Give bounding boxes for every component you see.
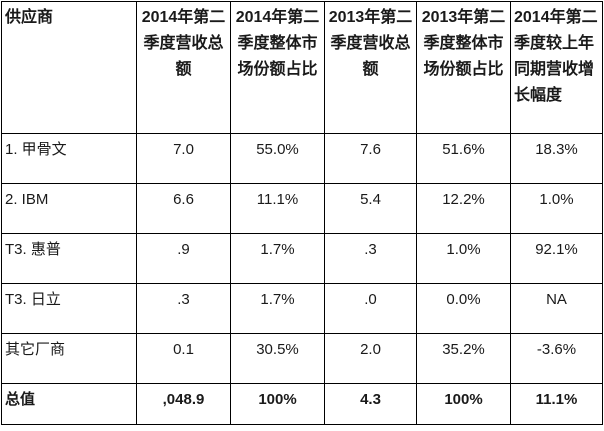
col-header-yoy-growth: 2014年第二季度较上年同期营收增长幅度 xyxy=(510,1,603,134)
cell-hitachi-2013q2-share: 0.0% xyxy=(416,283,511,334)
col-header-2014q2-market-share: 2014年第二季度整体市场份额占比 xyxy=(230,1,325,134)
col-header-supplier: 供应商 xyxy=(1,1,137,134)
table-row-hitachi: T3. 日立 .3 1.7% .0 0.0% NA xyxy=(1,283,603,334)
cell-hp-yoy-growth: 92.1% xyxy=(510,233,603,284)
row-label-ibm: 2. IBM xyxy=(1,183,137,234)
col-header-2013q2-market-share: 2013年第二季度整体市场份额占比 xyxy=(416,1,511,134)
table-row-oracle: 1. 甲骨文 7.0 55.0% 7.6 51.6% 18.3% xyxy=(1,133,603,184)
cell-ibm-2013q2-share: 12.2% xyxy=(416,183,511,234)
table-row-ibm: 2. IBM 6.6 11.1% 5.4 12.2% 1.0% xyxy=(1,183,603,234)
row-label-others: 其它厂商 xyxy=(1,333,137,384)
cell-hp-2014q2-revenue: .9 xyxy=(136,233,231,284)
cell-oracle-2013q2-revenue: 7.6 xyxy=(324,133,417,184)
cell-total-yoy-growth: 11.1% xyxy=(510,383,603,425)
table-row-total: 总值 ,048.9 100% 4.3 100% 11.1% xyxy=(1,383,603,425)
cell-hp-2013q2-share: 1.0% xyxy=(416,233,511,284)
cell-oracle-2014q2-share: 55.0% xyxy=(230,133,325,184)
cell-ibm-2014q2-share: 11.1% xyxy=(230,183,325,234)
row-label-total: 总值 xyxy=(1,383,137,425)
col-header-2013q2-revenue: 2013年第二季度营收总额 xyxy=(324,1,417,134)
cell-hp-2013q2-revenue: .3 xyxy=(324,233,417,284)
table-row-hp: T3. 惠普 .9 1.7% .3 1.0% 92.1% xyxy=(1,233,603,284)
cell-hitachi-2014q2-revenue: .3 xyxy=(136,283,231,334)
cell-oracle-yoy-growth: 18.3% xyxy=(510,133,603,184)
cell-hitachi-yoy-growth: NA xyxy=(510,283,603,334)
cell-others-2014q2-revenue: 0.1 xyxy=(136,333,231,384)
cell-hitachi-2014q2-share: 1.7% xyxy=(230,283,325,334)
cell-total-2014q2-share: 100% xyxy=(230,383,325,425)
cell-oracle-2014q2-revenue: 7.0 xyxy=(136,133,231,184)
cell-ibm-2014q2-revenue: 6.6 xyxy=(136,183,231,234)
row-label-hitachi: T3. 日立 xyxy=(1,283,137,334)
cell-others-2014q2-share: 30.5% xyxy=(230,333,325,384)
cell-total-2013q2-share: 100% xyxy=(416,383,511,425)
cell-others-yoy-growth: -3.6% xyxy=(510,333,603,384)
cell-total-2014q2-revenue: ,048.9 xyxy=(136,383,231,425)
col-header-2014q2-revenue: 2014年第二季度营收总额 xyxy=(136,1,231,134)
row-label-oracle: 1. 甲骨文 xyxy=(1,133,137,184)
cell-others-2013q2-share: 35.2% xyxy=(416,333,511,384)
cell-ibm-yoy-growth: 1.0% xyxy=(510,183,603,234)
cell-oracle-2013q2-share: 51.6% xyxy=(416,133,511,184)
cell-total-2013q2-revenue: 4.3 xyxy=(324,383,417,425)
cell-ibm-2013q2-revenue: 5.4 xyxy=(324,183,417,234)
cell-others-2013q2-revenue: 2.0 xyxy=(324,333,417,384)
cell-hitachi-2013q2-revenue: .0 xyxy=(324,283,417,334)
row-label-hp: T3. 惠普 xyxy=(1,233,137,284)
header-row: 供应商 2014年第二季度营收总额 2014年第二季度整体市场份额占比 2013… xyxy=(1,1,603,134)
cell-hp-2014q2-share: 1.7% xyxy=(230,233,325,284)
table-row-others: 其它厂商 0.1 30.5% 2.0 35.2% -3.6% xyxy=(1,333,603,384)
